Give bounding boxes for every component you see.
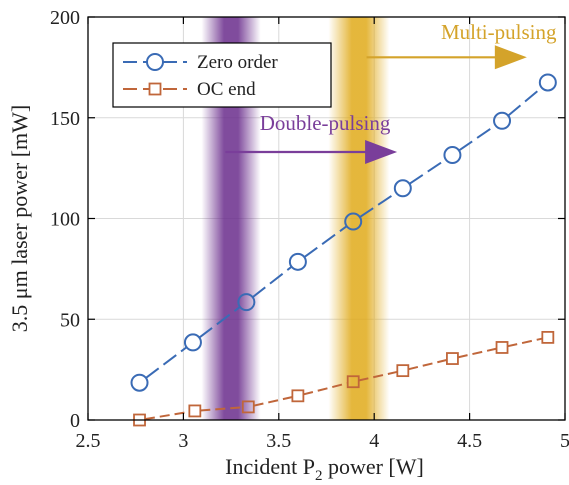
- oc-end-point: [291, 389, 305, 403]
- series-line-segment: [359, 191, 397, 218]
- zero-order-point: [130, 373, 149, 392]
- x-tick-label: 3: [178, 430, 188, 452]
- series-line-segment: [457, 347, 497, 359]
- legend-label: Zero order: [197, 52, 278, 73]
- zero-order-point: [443, 146, 462, 165]
- annotation-label: Multi-pulsing: [441, 20, 557, 44]
- y-tick-label: 100: [50, 209, 80, 231]
- legend-box: [112, 42, 332, 108]
- y-axis-label: 3.5 μm laser power [mW]: [7, 105, 32, 332]
- oc-end-point: [541, 330, 555, 344]
- legend-marker-circle: [146, 53, 164, 71]
- series-line-segment: [200, 406, 243, 412]
- series-line-segment: [507, 337, 543, 348]
- y-tick-label: 50: [60, 309, 80, 331]
- oc-end-point: [396, 364, 410, 378]
- oc-end-point: [241, 400, 255, 414]
- x-axis-label-subscript: 2: [315, 468, 323, 484]
- zero-order-point: [538, 73, 557, 92]
- series-line-segment: [302, 382, 349, 396]
- x-tick-label: 4.5: [457, 430, 482, 452]
- series-line-segment: [303, 225, 348, 258]
- series-line-segment: [507, 86, 543, 117]
- oc-end-point: [446, 352, 459, 365]
- oc-end-point: [495, 341, 509, 354]
- legend: Zero order OC end: [112, 42, 332, 108]
- annotation-arrow-head: [494, 45, 527, 70]
- series-line-segment: [408, 158, 447, 185]
- x-tick-label: 4: [369, 430, 379, 452]
- zero-order-point: [237, 293, 256, 312]
- x-axis-label-main: Incident P: [225, 454, 315, 479]
- series: [130, 73, 557, 427]
- x-axis-label-units: power [W]: [322, 454, 423, 479]
- annotations: Double-pulsing Multi-pulsing: [225, 20, 557, 165]
- annotation-label: Double-pulsing: [260, 111, 391, 135]
- legend-marker-square: [148, 82, 162, 96]
- series-line-segment: [358, 370, 398, 382]
- zero-order-point: [288, 252, 307, 271]
- zero-order-point: [344, 212, 363, 231]
- x-axis-label: Incident P2 power [W]: [225, 454, 424, 484]
- annotation-arrow-head: [365, 140, 398, 165]
- legend-label: OC end: [197, 79, 256, 100]
- x-tick-label: 3.5: [266, 430, 291, 452]
- oc-end-point: [346, 375, 360, 389]
- oc-end-point: [188, 404, 202, 418]
- series-line-segment: [144, 410, 190, 421]
- x-tick-label: 5: [560, 430, 569, 452]
- series-line-segment: [253, 396, 293, 407]
- series-line-segment: [407, 358, 448, 371]
- series-line-segment: [252, 265, 293, 298]
- y-tick-label: 200: [50, 7, 80, 29]
- regime-band: [328, 17, 390, 420]
- x-tick-label: 2.5: [76, 430, 101, 452]
- y-tick-label: 150: [50, 108, 80, 130]
- zero-order-point: [393, 179, 412, 198]
- series-line-segment: [458, 124, 497, 152]
- series-line-segment: [145, 346, 188, 379]
- series-line-segment: [198, 306, 241, 339]
- zero-order-point: [183, 333, 202, 352]
- y-tick-label: 0: [70, 410, 80, 432]
- zero-order-point: [493, 111, 512, 130]
